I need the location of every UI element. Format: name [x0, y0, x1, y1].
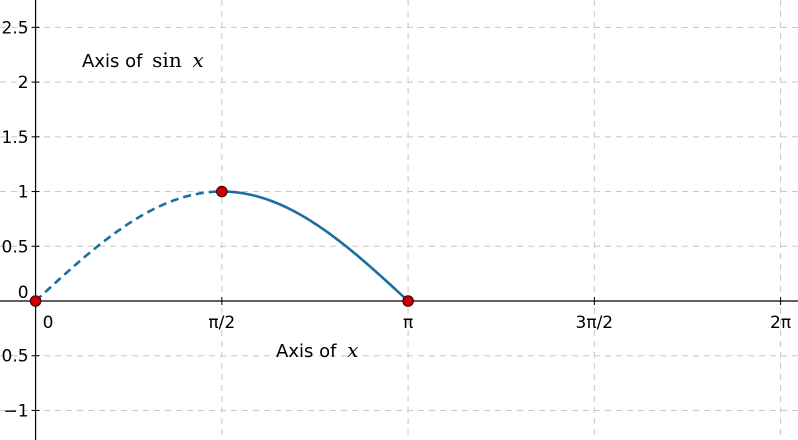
y-tick-label-5: 1.5: [2, 128, 29, 148]
x-tick-labels: 0 π/2 π 3π/2 2π: [43, 313, 792, 333]
curve-point-1: [216, 185, 228, 198]
y-tick-labels: −1 −0.5 0 0.5 1 1.5 2 2.5: [0, 18, 29, 421]
y-tick-label-7: 2.5: [2, 18, 29, 38]
curve-points: [29, 185, 414, 307]
x-tick-label-3: 3π/2: [576, 313, 614, 333]
curve-point-2: [402, 295, 414, 307]
x-tick-label-2: π: [403, 313, 413, 333]
x-axis-label-var: x: [347, 338, 358, 362]
x-tick-label-0: 0: [43, 313, 54, 333]
sine-curve-dashed-segment: [34, 190, 222, 302]
x-tick-label-1: π/2: [208, 313, 235, 333]
y-axis-label-var: x: [192, 48, 203, 72]
sine-curve: [34, 190, 409, 302]
sine-curve-solid-segment: [221, 190, 409, 302]
y-tick-label-4: 1: [18, 183, 29, 203]
y-tick-label-6: 2: [18, 73, 29, 93]
y-axis-label: Axis of sin x: [82, 48, 204, 72]
y-tick-label-1: −0.5: [0, 347, 29, 367]
y-tick-label-2: 0: [18, 283, 29, 303]
x-tick-label-4: 2π: [770, 313, 791, 333]
y-axis-label-fn: sin: [152, 48, 182, 72]
curve-point-0: [29, 295, 42, 307]
x-axis-label-prefix: Axis of: [276, 341, 337, 362]
y-axis-label-prefix: Axis of: [82, 51, 143, 72]
y-tick-label-0: −1: [4, 401, 29, 421]
y-tick-label-3: 0.5: [2, 237, 29, 257]
x-axis-label: Axis of x: [276, 338, 358, 362]
